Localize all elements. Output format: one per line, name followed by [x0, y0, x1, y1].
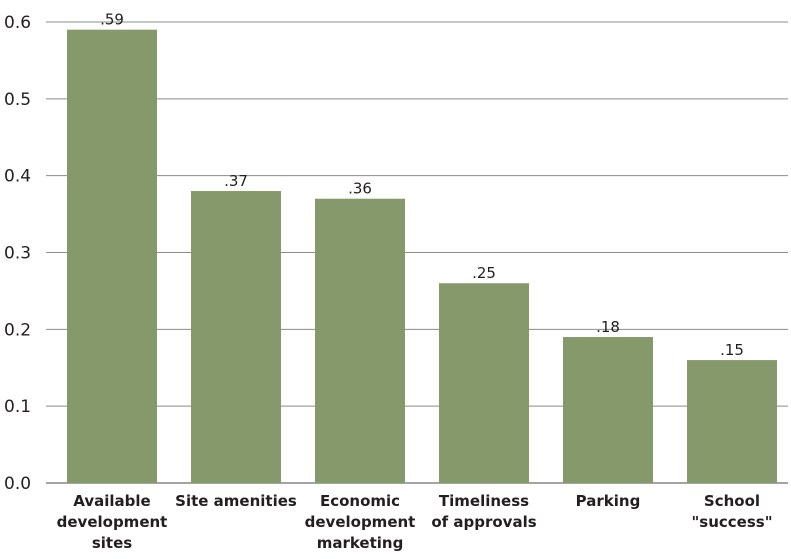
category-label: "success": [691, 513, 772, 531]
category-label: marketing: [317, 534, 404, 552]
gridlines: [46, 21, 788, 484]
category-label: Available: [73, 492, 150, 510]
y-axis-tick-labels: 0.0 0.1 0.2 0.3 0.4 0.5 0.6: [4, 13, 31, 494]
data-labels: .59 .37 .36 .25 .18 .15: [100, 11, 744, 359]
y-tick-label: 0.3: [4, 244, 31, 264]
bar-value-label: .37: [224, 172, 248, 190]
y-tick-label: 0.4: [4, 167, 31, 187]
bar: [191, 191, 281, 484]
category-label: development: [305, 513, 416, 531]
category-label: Timeliness: [439, 492, 529, 510]
x-axis-category-labels: Available development sites Site amenities E…: [57, 492, 773, 552]
bar-value-label: .18: [596, 318, 620, 336]
category-label: School: [704, 492, 760, 510]
bar-value-label: .59: [100, 11, 124, 29]
category-label: development: [57, 513, 168, 531]
bar-value-label: .25: [472, 264, 496, 282]
bar: [439, 283, 529, 483]
category-label: Site amenities: [175, 492, 297, 510]
category-label: of approvals: [431, 513, 536, 531]
category-label: sites: [92, 534, 132, 552]
bars: [67, 29, 777, 484]
bar: [687, 360, 777, 483]
y-tick-label: 0.1: [4, 397, 31, 417]
bar: [563, 337, 653, 483]
bar: [315, 198, 405, 483]
y-tick-label: 0.5: [4, 90, 31, 110]
bar: [67, 29, 157, 484]
y-tick-label: 0.2: [4, 320, 31, 340]
category-label: Economic: [320, 492, 400, 510]
y-tick-label: 0.0: [4, 474, 31, 494]
bar-value-label: .15: [720, 341, 744, 359]
bar-value-label: .36: [348, 180, 372, 198]
category-label: Parking: [576, 492, 641, 510]
y-tick-label: 0.6: [4, 13, 31, 33]
